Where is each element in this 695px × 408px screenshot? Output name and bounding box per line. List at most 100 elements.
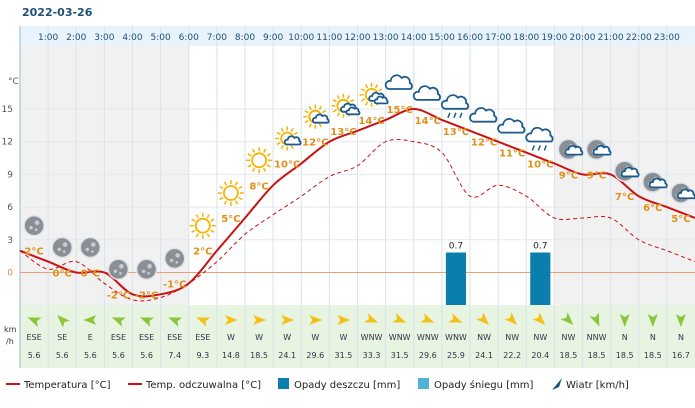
wind-direction: W — [311, 333, 319, 342]
wind-speed: 18.5 — [560, 351, 578, 360]
sun-disc — [194, 217, 211, 234]
sun-ray — [266, 153, 271, 157]
wind-speed: 18.5 — [250, 351, 268, 360]
cloud-shape — [412, 85, 441, 101]
legend: Temperatura [°C] Temp. odczuwalna [°C] O… — [6, 378, 629, 391]
moon-crater — [147, 264, 152, 269]
sun-ray — [332, 109, 337, 113]
wind-direction: WNW — [389, 333, 411, 342]
wind-speed: 5.6 — [112, 351, 125, 360]
moon-cloud-icon — [670, 182, 695, 204]
sun-ray — [223, 200, 228, 205]
wind-speed: 24.1 — [475, 351, 493, 360]
wind-arrow-shape — [27, 317, 42, 327]
hour-label: 2:00 — [66, 33, 86, 43]
hour-label: 8:00 — [235, 33, 255, 43]
wind-arrow-icon — [281, 315, 295, 325]
wind-direction: NNW — [587, 333, 607, 342]
wind-direction: ESE — [139, 333, 154, 342]
moon-crater — [113, 269, 118, 273]
wind-arrow-shape — [392, 313, 407, 323]
y-tick-label: 0 — [7, 269, 13, 279]
hour-label: 21:00 — [598, 33, 624, 43]
sun-ray — [251, 167, 256, 172]
rain-drop — [453, 112, 457, 119]
legend-wind-arrow-icon — [552, 378, 562, 390]
moon-cloud-icon — [107, 258, 130, 281]
moon-crater — [170, 258, 174, 263]
temp-label: 15°C — [387, 105, 413, 116]
temp-label: 2°C — [193, 247, 212, 258]
wind-direction: N — [650, 333, 656, 342]
sun-ray — [374, 84, 379, 89]
y-tick-label: 12 — [2, 138, 13, 148]
moon-crater — [147, 272, 150, 275]
precip-value-label: 0.7 — [449, 242, 463, 252]
legend-wind: Wiatr [km/h] — [566, 380, 629, 391]
sun-ray — [247, 153, 252, 157]
wind-arrow-icon — [83, 315, 97, 325]
cloud-shape — [592, 144, 612, 156]
moon-cloud-icon — [163, 247, 186, 270]
temperature-line — [19, 107, 695, 298]
wind-arrow-shape — [196, 317, 211, 327]
wind-speed: 14.8 — [222, 351, 240, 360]
sun-ray — [318, 105, 322, 111]
wind-direction: WNW — [417, 333, 439, 342]
wind-arrow-icon — [337, 315, 351, 325]
moon-crater — [34, 228, 38, 231]
sun-ray — [234, 181, 239, 186]
sun-ray — [318, 123, 322, 128]
moon-crater — [91, 250, 94, 253]
rain-drop — [543, 145, 547, 151]
sun-ray — [336, 95, 341, 100]
hour-label: 20:00 — [570, 33, 596, 43]
wind-direction: W — [339, 333, 347, 342]
wind-direction: N — [678, 333, 684, 342]
temp-label: 14°C — [358, 116, 384, 127]
wind-arrow-shape — [83, 315, 97, 325]
wind-direction: NW — [533, 333, 547, 342]
temp-label: 5°C — [221, 214, 240, 225]
moon-crater — [62, 250, 66, 253]
hour-label: 19:00 — [541, 33, 567, 43]
cloud-shape — [620, 166, 640, 178]
hour-label: 10:00 — [288, 33, 314, 43]
sun-ray — [195, 233, 199, 238]
temp-label: 12°C — [471, 138, 497, 149]
moon-crater — [29, 226, 33, 230]
temp-label: 14°C — [415, 116, 441, 127]
hour-label: 5:00 — [151, 33, 171, 43]
sun-ray — [191, 218, 196, 222]
wind-direction: WNW — [361, 333, 383, 342]
sun-ray — [262, 148, 267, 153]
sun-ray — [195, 214, 199, 219]
wind-arrow-shape — [560, 312, 574, 325]
wind-speed: 29.6 — [419, 351, 437, 360]
moon-cloud-icon — [642, 171, 668, 193]
sun-ray — [219, 196, 224, 201]
y-tick-label: 9 — [7, 170, 13, 180]
sun-cloud-icon — [359, 82, 389, 107]
moon-disc — [51, 236, 73, 259]
wind-direction: WNW — [445, 333, 467, 342]
legend-snow: Opady śniegu [mm] — [434, 379, 534, 391]
wind-arrow-icon — [476, 312, 490, 325]
hour-label: 15:00 — [429, 33, 455, 43]
cloud-shape — [312, 113, 330, 124]
night-band — [554, 46, 583, 305]
temp-label: 5°C — [671, 214, 690, 225]
hour-label: 13:00 — [373, 33, 399, 43]
cloud-shape — [497, 118, 526, 134]
wind-arrow-shape — [675, 314, 686, 327]
moon-disc — [163, 247, 186, 270]
temp-label: 0°C — [53, 269, 72, 280]
sun-ray — [219, 185, 224, 190]
y-tick-label: 15 — [2, 105, 13, 115]
wind-arrow-icon — [309, 315, 323, 325]
temp-label: -1°C — [163, 279, 186, 290]
wind-arrow-shape — [111, 317, 126, 327]
night-band — [76, 46, 105, 305]
wind-arrow-icon — [532, 312, 546, 325]
